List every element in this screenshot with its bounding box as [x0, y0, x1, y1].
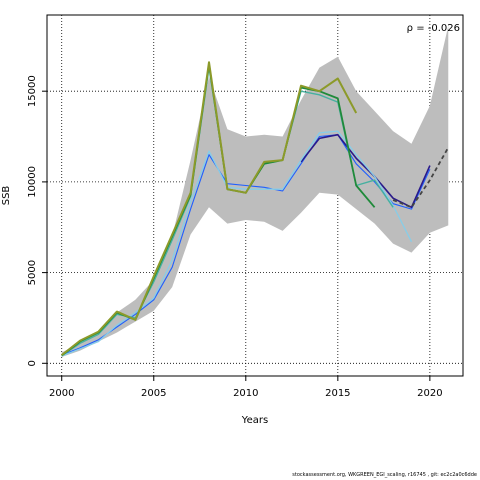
x-tick-label: 2005: [141, 388, 166, 399]
series-line-1: [61, 134, 431, 356]
series-lines: [61, 61, 450, 357]
x-tick-label: 2015: [325, 388, 350, 399]
x-tick-label: 2010: [233, 388, 258, 399]
x-axis: 2000 2005 2010 2015 2020: [49, 376, 443, 399]
x-axis-title: Years: [241, 415, 268, 426]
confidence-band: [61, 25, 449, 357]
series-line-6: [61, 61, 358, 356]
series-line-3: [61, 130, 413, 357]
y-tick-label: 10000: [27, 166, 38, 198]
y-axis: 0 5000 10000 15000: [27, 75, 47, 366]
x-tick-label: 2020: [417, 388, 442, 399]
plot-frame: [46, 14, 464, 377]
y-tick-label: 15000: [27, 75, 38, 107]
y-tick-label: 0: [27, 360, 38, 366]
footer-credit: stockassessment.org, WKGREEN_EGI_scaling…: [292, 472, 477, 478]
y-tick-label: 5000: [27, 260, 38, 285]
rho-annotation: ρ = -0.026: [407, 23, 460, 34]
y-axis-title: SSB: [1, 186, 12, 206]
series-line-7: [392, 146, 450, 209]
x-tick-label: 2000: [49, 388, 74, 399]
